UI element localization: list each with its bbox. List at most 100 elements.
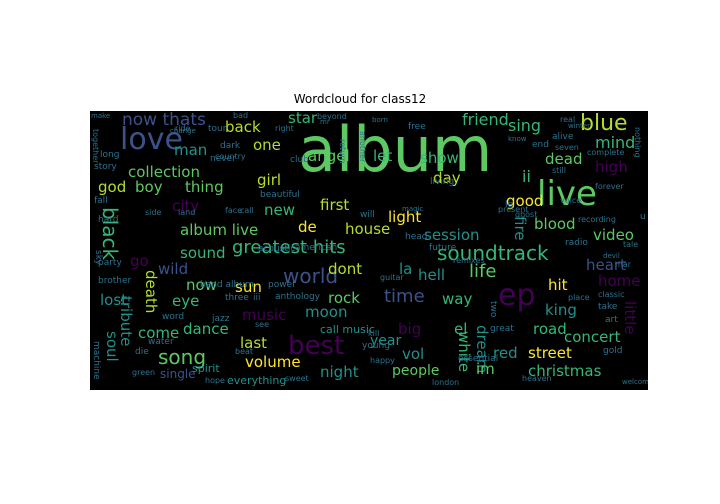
word-another: another: [358, 131, 367, 163]
word-seven: seven: [555, 143, 579, 152]
word-dark: dark: [220, 141, 241, 151]
word-sound: sound: [180, 244, 226, 262]
word-acoustic: acoustic: [258, 244, 296, 254]
word-american: american: [295, 243, 338, 253]
word-magic: magic: [402, 205, 424, 213]
word-side: side: [145, 208, 162, 217]
word-return: return: [338, 139, 347, 164]
word-red: red: [493, 344, 518, 362]
word-last: last: [240, 334, 268, 352]
word-london: london: [432, 378, 460, 387]
word-new: new: [264, 201, 296, 219]
word-classic: classic: [598, 290, 625, 299]
word-road: road: [533, 320, 567, 338]
word-light: light: [388, 208, 422, 226]
word-day: day: [433, 169, 461, 187]
word-vol: vol: [402, 345, 425, 363]
word-la: la: [399, 260, 413, 278]
word-night: night: [320, 363, 359, 381]
word-street: street: [528, 344, 572, 362]
word-party: party: [98, 258, 122, 268]
word-story: story: [94, 162, 117, 172]
word-hit: hit: [548, 276, 568, 294]
word-ride: ride: [175, 124, 191, 133]
word-mar: mar: [615, 260, 631, 269]
word-young: young: [362, 341, 390, 351]
word-word: word: [162, 312, 185, 322]
word-jazz: jazz: [212, 314, 230, 324]
word-nothing: nothing: [633, 127, 642, 158]
word-show: show: [420, 149, 459, 167]
word-el: el: [454, 320, 468, 338]
word-man: man: [174, 141, 208, 159]
word-christmas: christmas: [528, 362, 602, 380]
word-gold: gold: [603, 346, 623, 356]
word-sing: sing: [508, 116, 542, 135]
word-album: album: [298, 113, 493, 186]
word-tour: tour: [208, 124, 227, 134]
word-free: free: [408, 122, 426, 132]
word-death: death: [142, 270, 160, 314]
word-blood: blood: [534, 215, 576, 233]
word-beat: beat: [235, 347, 254, 356]
word-de: de: [298, 218, 317, 236]
word-boy: boy: [135, 178, 163, 196]
word-water: water: [148, 337, 174, 347]
word-forever: forever: [595, 182, 624, 191]
word-together: together: [91, 129, 100, 164]
word-dead: dead: [545, 150, 583, 168]
word-sweet: sweet: [285, 374, 309, 383]
word-make: make: [91, 112, 111, 120]
word-two: two: [488, 301, 498, 318]
word-alive: alive: [552, 132, 574, 142]
word-year: year: [370, 333, 402, 349]
word-video: video: [593, 226, 634, 244]
word-kill: kill: [368, 329, 380, 338]
word-three: three: [225, 293, 249, 303]
word-im: im: [476, 360, 495, 378]
word-guitar: guitar: [380, 273, 404, 282]
word-good: good: [506, 192, 544, 210]
word-great: great: [490, 324, 514, 334]
word-greatest-hits: greatest hits: [232, 237, 346, 258]
word-call: call: [240, 206, 254, 215]
word-art: art: [605, 315, 618, 325]
word-le: le: [505, 200, 514, 210]
word-happy: happy: [370, 356, 395, 365]
word-song: song: [158, 345, 207, 369]
word-beautiful: beautiful: [260, 190, 300, 200]
word-lost: lost: [100, 291, 128, 309]
word-country: country: [215, 152, 246, 161]
word-king: king: [545, 301, 577, 319]
word-concert: concert: [564, 328, 621, 346]
word-little: little: [621, 301, 639, 335]
word-tale: tale: [623, 240, 639, 249]
word-real: real: [560, 115, 576, 124]
word-long: long: [100, 150, 120, 160]
word-soul: soul: [103, 331, 121, 362]
word-voice: voice: [560, 196, 582, 205]
word-star: star: [288, 111, 318, 127]
word-love: love: [120, 122, 183, 157]
word-now-thats: now thats: [122, 111, 206, 130]
word-band-album: band album: [200, 280, 254, 290]
word-let: let: [373, 147, 393, 165]
word-dont: dont: [328, 260, 363, 278]
word-devil: devil: [603, 252, 620, 260]
word-ii: ii: [522, 167, 531, 186]
word-mr: mr: [320, 118, 330, 126]
word-call-music: call music: [320, 323, 375, 336]
word-house: house: [345, 220, 391, 238]
word-heart: heart: [586, 256, 626, 274]
word-ep: ep: [498, 278, 536, 313]
word-spirit: spirit: [192, 362, 220, 375]
word-hard: hard: [98, 215, 119, 225]
word-machine: machine: [91, 341, 101, 380]
word-anthology: anthology: [275, 292, 321, 302]
word-first: first: [320, 196, 350, 214]
word-back: back: [225, 118, 261, 136]
word-welcome: welcome: [622, 378, 648, 386]
word-living: living: [430, 177, 455, 187]
word-power: power: [268, 280, 296, 290]
word-high: high: [595, 158, 628, 176]
